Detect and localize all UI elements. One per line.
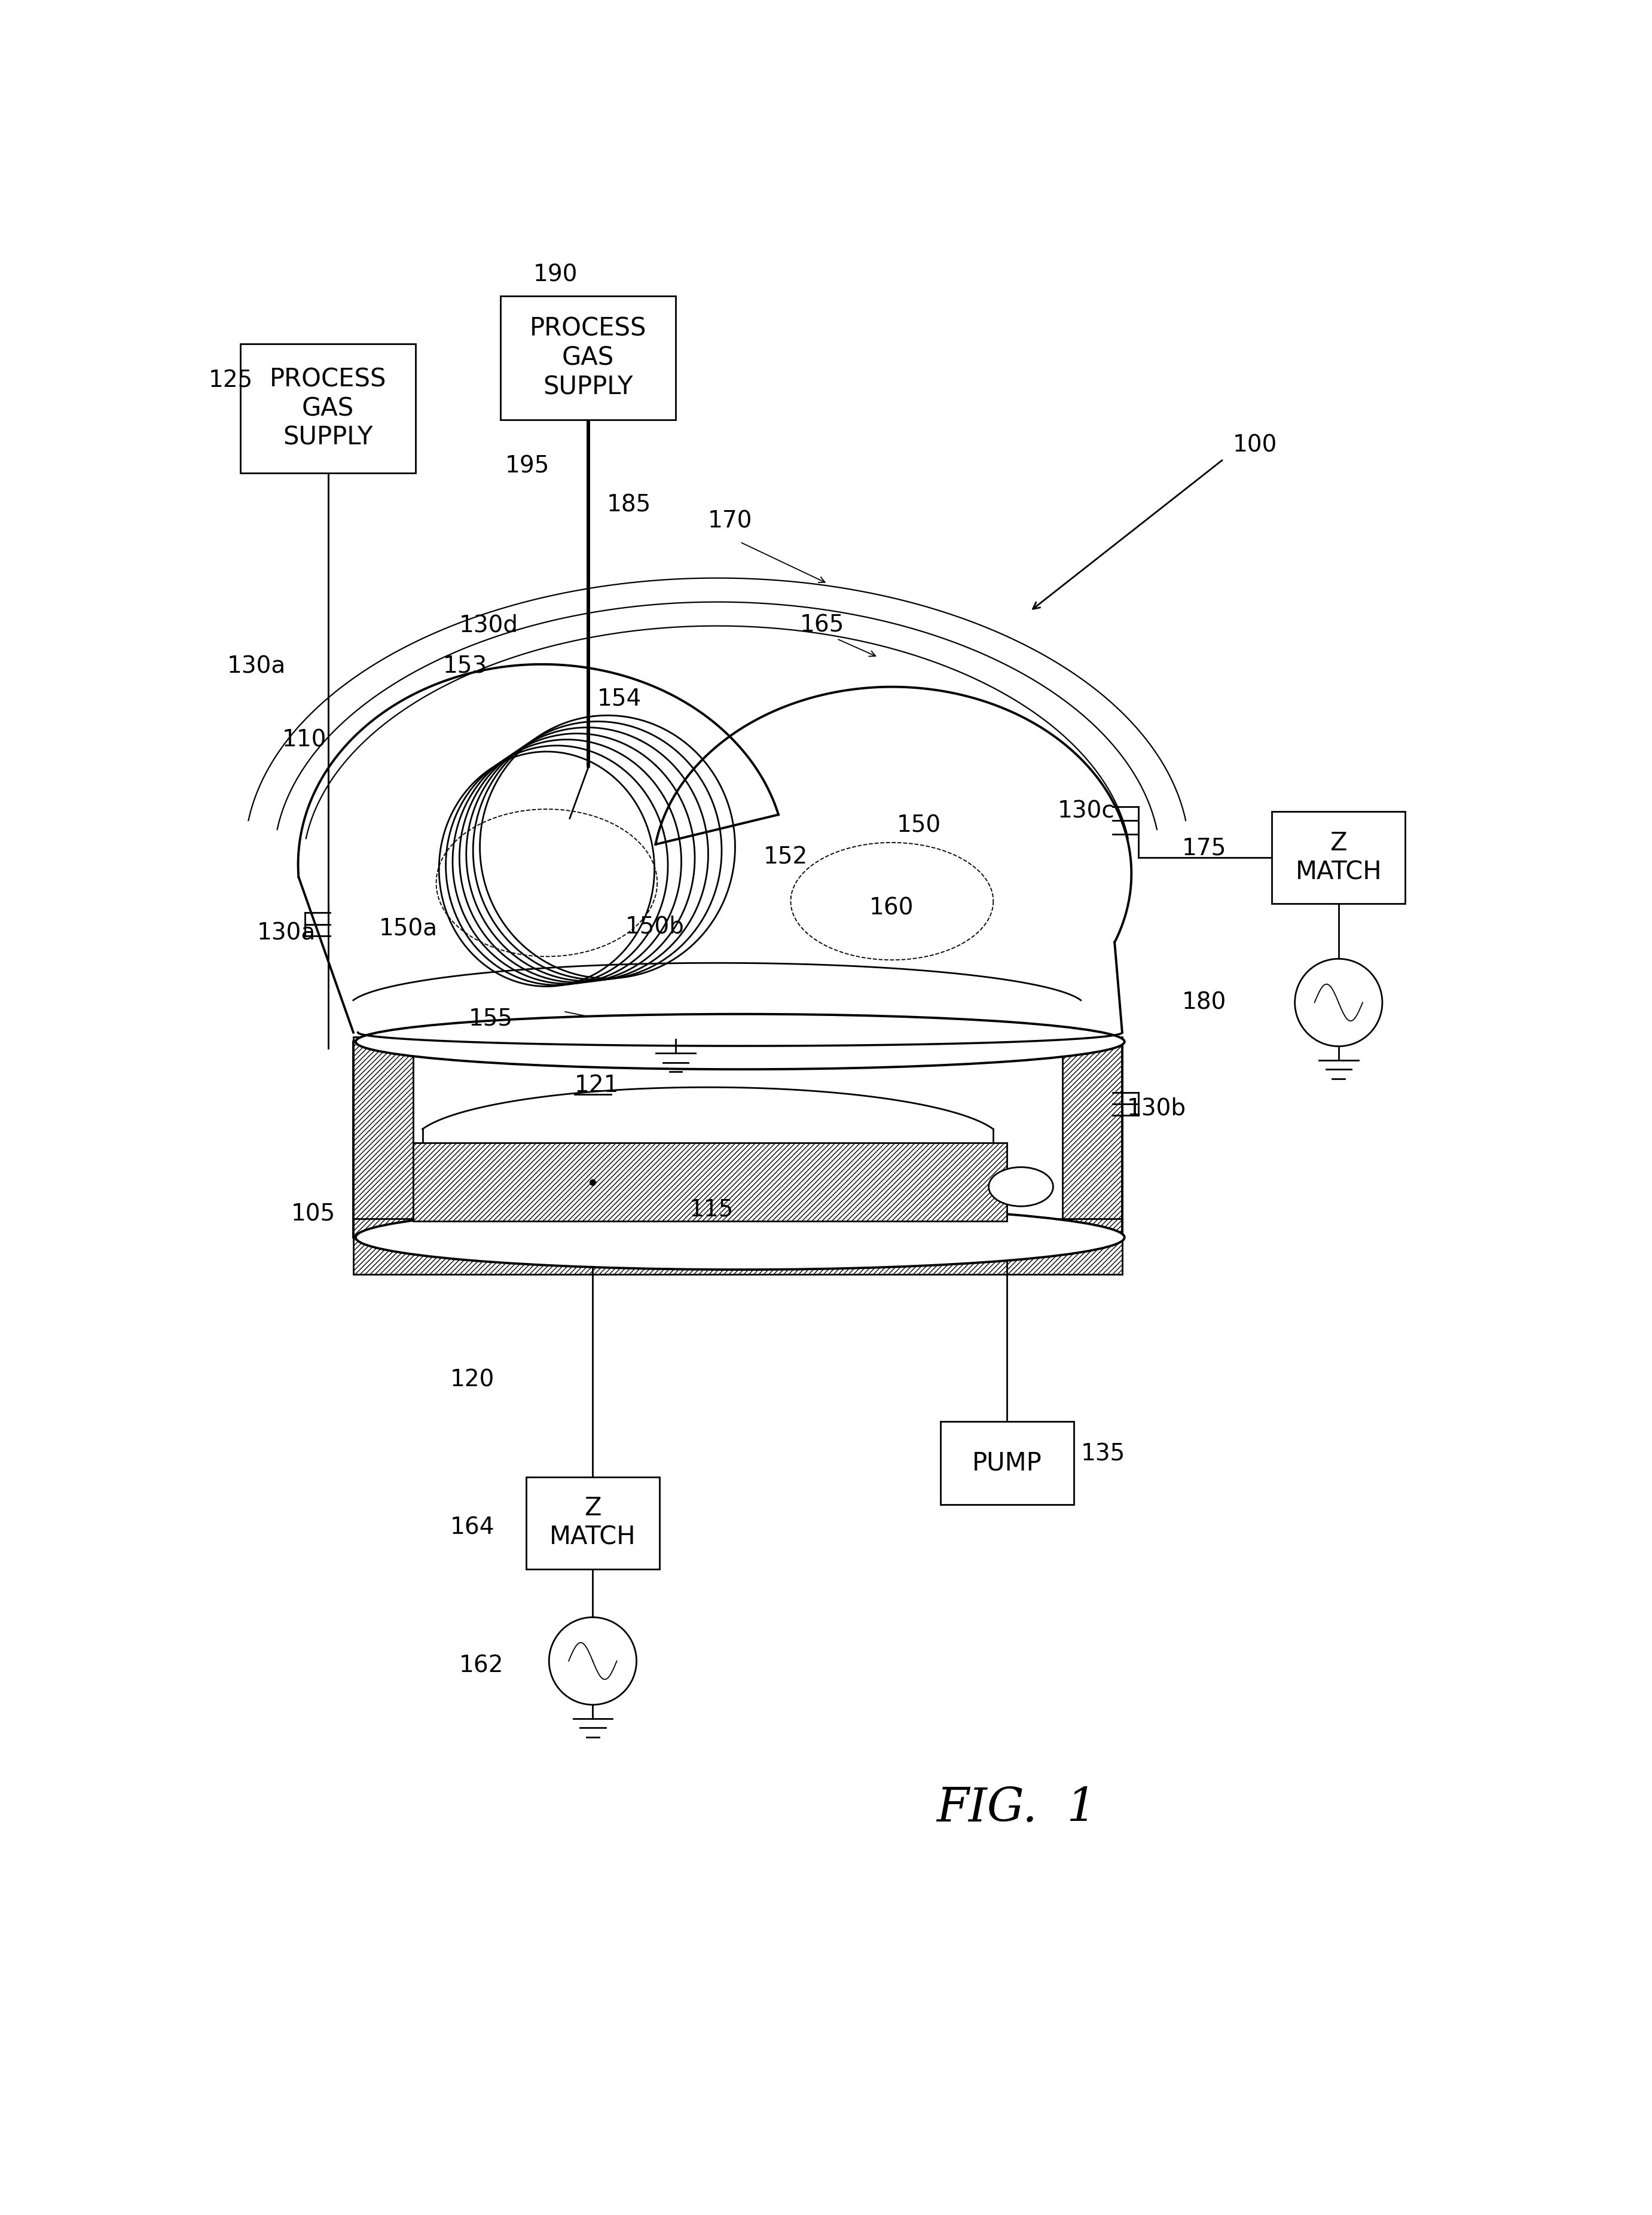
Text: 125: 125 [208,370,253,392]
Text: 130c: 130c [1057,800,1115,822]
Bar [354,1037,413,1243]
Text: 164: 164 [449,1515,494,1539]
Text: PUMP: PUMP [971,1451,1042,1475]
Ellipse shape [355,1014,1125,1070]
Text: Z
MATCH: Z MATCH [550,1495,636,1550]
Text: 130d: 130d [459,614,519,636]
Bar [501,297,676,421]
Bar [1272,811,1406,904]
Text: 135: 135 [1080,1442,1125,1464]
Text: 165: 165 [800,614,844,636]
Text: FIG.  1: FIG. 1 [937,1785,1097,1832]
Text: Z
MATCH: Z MATCH [1295,831,1381,884]
Text: 175: 175 [1183,837,1226,859]
Text: 110: 110 [282,729,327,751]
Text: 130a: 130a [226,656,286,678]
Text: 180: 180 [1183,990,1226,1014]
Text: 162: 162 [459,1655,504,1677]
Text: PROCESS
GAS
SUPPLY: PROCESS GAS SUPPLY [269,368,387,450]
Bar [354,1218,1122,1274]
Bar [1062,1037,1122,1243]
Text: 155: 155 [469,1008,512,1030]
Text: 105: 105 [291,1203,335,1225]
Text: 185: 185 [606,494,651,516]
Text: 195: 195 [506,454,550,478]
Text: PROCESS
GAS
SUPPLY: PROCESS GAS SUPPLY [530,317,646,399]
Text: 130a: 130a [256,921,316,946]
Bar [241,343,416,474]
Text: 100: 100 [1232,434,1277,456]
Bar [940,1422,1074,1504]
Text: 120: 120 [449,1369,494,1391]
Text: 152: 152 [763,846,808,868]
Text: 150: 150 [897,813,942,837]
Bar [525,1477,659,1568]
Text: 130b: 130b [1127,1096,1186,1121]
Text: 190: 190 [534,264,578,286]
Text: 160: 160 [869,897,914,919]
Ellipse shape [355,1205,1125,1269]
Text: 153: 153 [443,656,487,678]
Bar [413,1143,1008,1220]
Text: 150b: 150b [624,915,684,937]
Text: 121: 121 [575,1074,620,1096]
Text: 170: 170 [707,509,752,534]
Text: 150a: 150a [378,917,438,939]
Ellipse shape [988,1167,1052,1207]
Text: 154: 154 [598,687,641,711]
Text: 115: 115 [689,1198,733,1220]
